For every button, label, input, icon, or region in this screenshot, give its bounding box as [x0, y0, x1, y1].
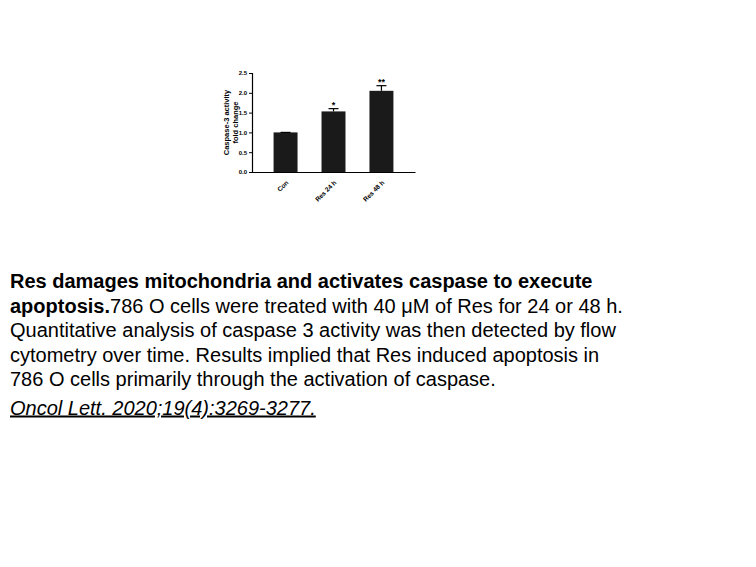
caption: Res damages mitochondria and activates c…: [10, 270, 623, 419]
caption-title: Res damages mitochondria and activates c…: [10, 270, 592, 292]
y-tick-mark: [249, 73, 252, 74]
caption-line: apoptosis.786 O cells were treated with …: [10, 295, 623, 317]
y-tick-label: 2.0: [239, 90, 248, 96]
y-axis-line: [249, 74, 253, 173]
x-tick-label: Res 48 h: [362, 179, 386, 203]
y-tick-label: 2.5: [239, 70, 248, 76]
y-tick-label: 1.5: [239, 110, 248, 116]
y-tick-label: 0.0: [239, 169, 248, 175]
y-tick: 2.0: [239, 90, 252, 96]
y-tick-mark: [249, 172, 252, 173]
bar: [274, 132, 298, 172]
error-cap: [281, 132, 291, 133]
y-tick-label: 1.0: [239, 130, 248, 136]
x-axis: Con Res 24 h Res 48 h: [253, 172, 416, 203]
chart: 0.0 0.5 1.0 1.5 2.0 2.5 Con Res 24 h Res 48 h Cas…: [222, 70, 416, 202]
y-axis-title: Caspase-3 activityfold change: [222, 89, 240, 155]
y-tick: 0.5: [239, 150, 252, 156]
caption-text: 786 O cells were treated with 40 μM of R…: [110, 295, 623, 317]
caption-text: Quantitative analysis of caspase 3 activ…: [10, 319, 616, 341]
y-tick: 2.5: [239, 70, 252, 76]
bar: [322, 111, 346, 172]
canvas: 0.0 0.5 1.0 1.5 2.0 2.5 Con Res 24 h Res 48 h Cas…: [0, 0, 756, 567]
bar: [369, 91, 393, 172]
caption-title: apoptosis.: [10, 295, 110, 317]
error-bar: [281, 132, 291, 133]
caption-text: cytometry over time. Results implied tha…: [10, 344, 599, 366]
significance-mark: *: [332, 100, 336, 110]
y-tick-label: 0.5: [239, 150, 248, 156]
y-axis: 0.0 0.5 1.0 1.5 2.0 2.5: [239, 70, 253, 175]
x-tick: Res 48 h: [362, 172, 386, 203]
caption-line: Res damages mitochondria and activates c…: [10, 270, 592, 292]
y-axis-title-line: fold change: [231, 101, 240, 143]
background: [0, 0, 756, 567]
x-axis-line: [253, 172, 416, 173]
x-tick-label: Con: [276, 179, 290, 193]
y-tick: 0.0: [239, 169, 252, 175]
x-tick: Con: [276, 172, 290, 193]
caption-text: 786 O cells primarily through the activa…: [10, 368, 496, 390]
y-tick-mark: [249, 152, 252, 153]
y-tick-mark: [249, 93, 252, 94]
y-tick: 1.5: [239, 110, 252, 116]
plot-area: [274, 86, 394, 172]
x-tick-label: Res 24 h: [314, 179, 338, 203]
y-tick-mark: [249, 132, 252, 133]
x-tick: Res 24 h: [314, 172, 338, 203]
y-tick-mark: [249, 113, 252, 114]
significance-mark: **: [378, 77, 386, 87]
y-tick: 1.0: [239, 130, 252, 136]
citation: Oncol Lett. 2020;19(4):3269-3277.: [10, 397, 316, 419]
